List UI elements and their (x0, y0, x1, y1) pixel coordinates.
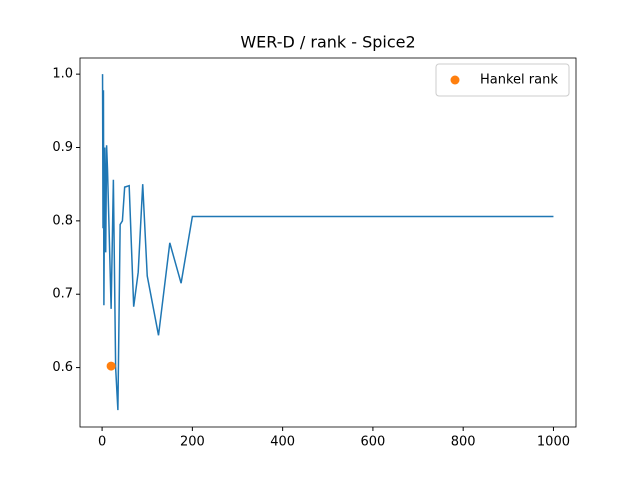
x-tick-label: 400 (270, 435, 295, 450)
legend-marker (450, 75, 460, 85)
x-tick-label: 1000 (537, 435, 570, 450)
x-tick-label: 0 (98, 435, 106, 450)
x-tick-label: 200 (180, 435, 205, 450)
chart-title: WER-D / rank - Spice2 (240, 33, 415, 52)
legend-label: Hankel rank (480, 73, 558, 88)
line (101, 74, 554, 411)
y-tick-label: 0.7 (52, 287, 73, 302)
y-tick-label: 0.6 (52, 360, 73, 375)
y-tick-label: 1.0 (52, 67, 73, 82)
y-tick-label: 0.9 (52, 140, 73, 155)
y-tick-label: 0.8 (52, 213, 73, 228)
x-tick-label: 800 (451, 435, 476, 450)
legend (435, 63, 570, 97)
point (106, 361, 116, 371)
x-tick-label: 600 (360, 435, 385, 450)
axes-frame (79, 57, 577, 428)
